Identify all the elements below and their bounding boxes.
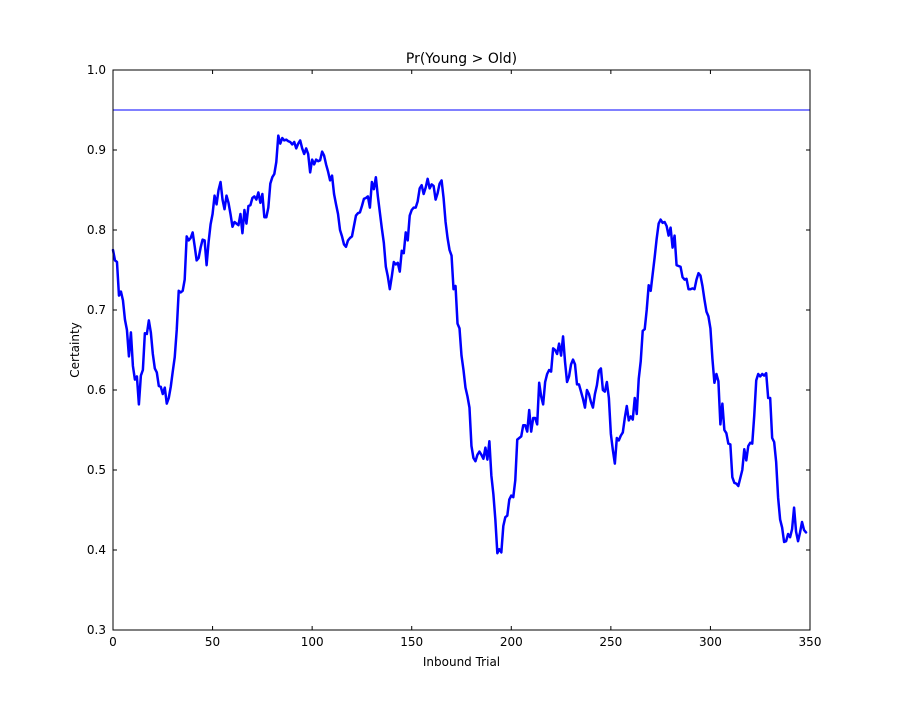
x-tick-label: 350 xyxy=(799,635,822,649)
x-tick-label: 150 xyxy=(400,635,423,649)
x-tick-label: 200 xyxy=(500,635,523,649)
x-tick-label: 0 xyxy=(109,635,117,649)
x-tick-label: 50 xyxy=(205,635,220,649)
x-tick-label: 300 xyxy=(699,635,722,649)
x-axis-ticks: 0 50 100 150 200 250 300 350 xyxy=(109,70,821,649)
y-tick-label: 0.6 xyxy=(87,383,106,397)
y-tick-label: 0.3 xyxy=(87,623,106,637)
y-tick-label: 1.0 xyxy=(87,63,106,77)
chart-title: Pr(Young > Old) xyxy=(406,51,517,67)
y-tick-label: 0.5 xyxy=(87,463,106,477)
y-axis-ticks: 0.3 0.4 0.5 0.6 0.7 0.8 0.9 1.0 xyxy=(87,63,810,637)
series-line xyxy=(111,134,808,555)
series-layer xyxy=(111,134,808,555)
plot-frame xyxy=(112,69,811,631)
y-tick-label: 0.8 xyxy=(87,223,106,237)
x-tick-label: 250 xyxy=(599,635,622,649)
x-axis-title: Inbound Trial xyxy=(423,655,500,669)
y-tick-label: 0.4 xyxy=(87,543,106,557)
y-axis-title: Certainty xyxy=(68,322,82,378)
y-tick-label: 0.7 xyxy=(87,303,106,317)
y-tick-label: 0.9 xyxy=(87,143,106,157)
x-tick-label: 100 xyxy=(301,635,324,649)
